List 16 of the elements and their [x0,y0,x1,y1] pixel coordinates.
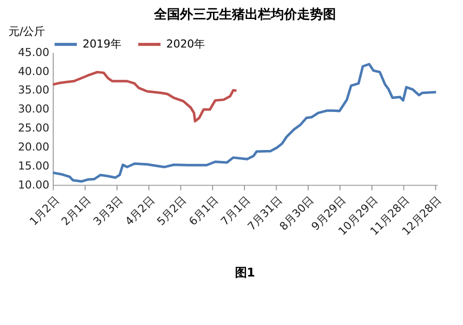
y-tick-label: 20.00 [18,140,50,154]
y-tick-label: 35.00 [18,84,50,97]
y-tick-label: 40.00 [18,64,50,78]
y-tick-label: 45.00 [18,46,50,59]
y-tick-label: 30.00 [18,102,50,116]
legend-label: 2019年 [82,37,122,50]
caption: 图1 [234,265,256,280]
legend-label: 2020年 [166,37,206,50]
y-tick-label: 15.00 [18,159,50,172]
y-axis-title: 元/公斤 [8,24,46,38]
x-tick-label: 4月2日 [122,194,158,228]
line-series [52,70,238,122]
chart-title: 全国外三元生猪出栏均价走势图 [152,6,336,23]
line-series [52,62,438,183]
y-tick-label: 25.00 [18,122,50,135]
y-tick-label: 10.00 [18,178,50,192]
